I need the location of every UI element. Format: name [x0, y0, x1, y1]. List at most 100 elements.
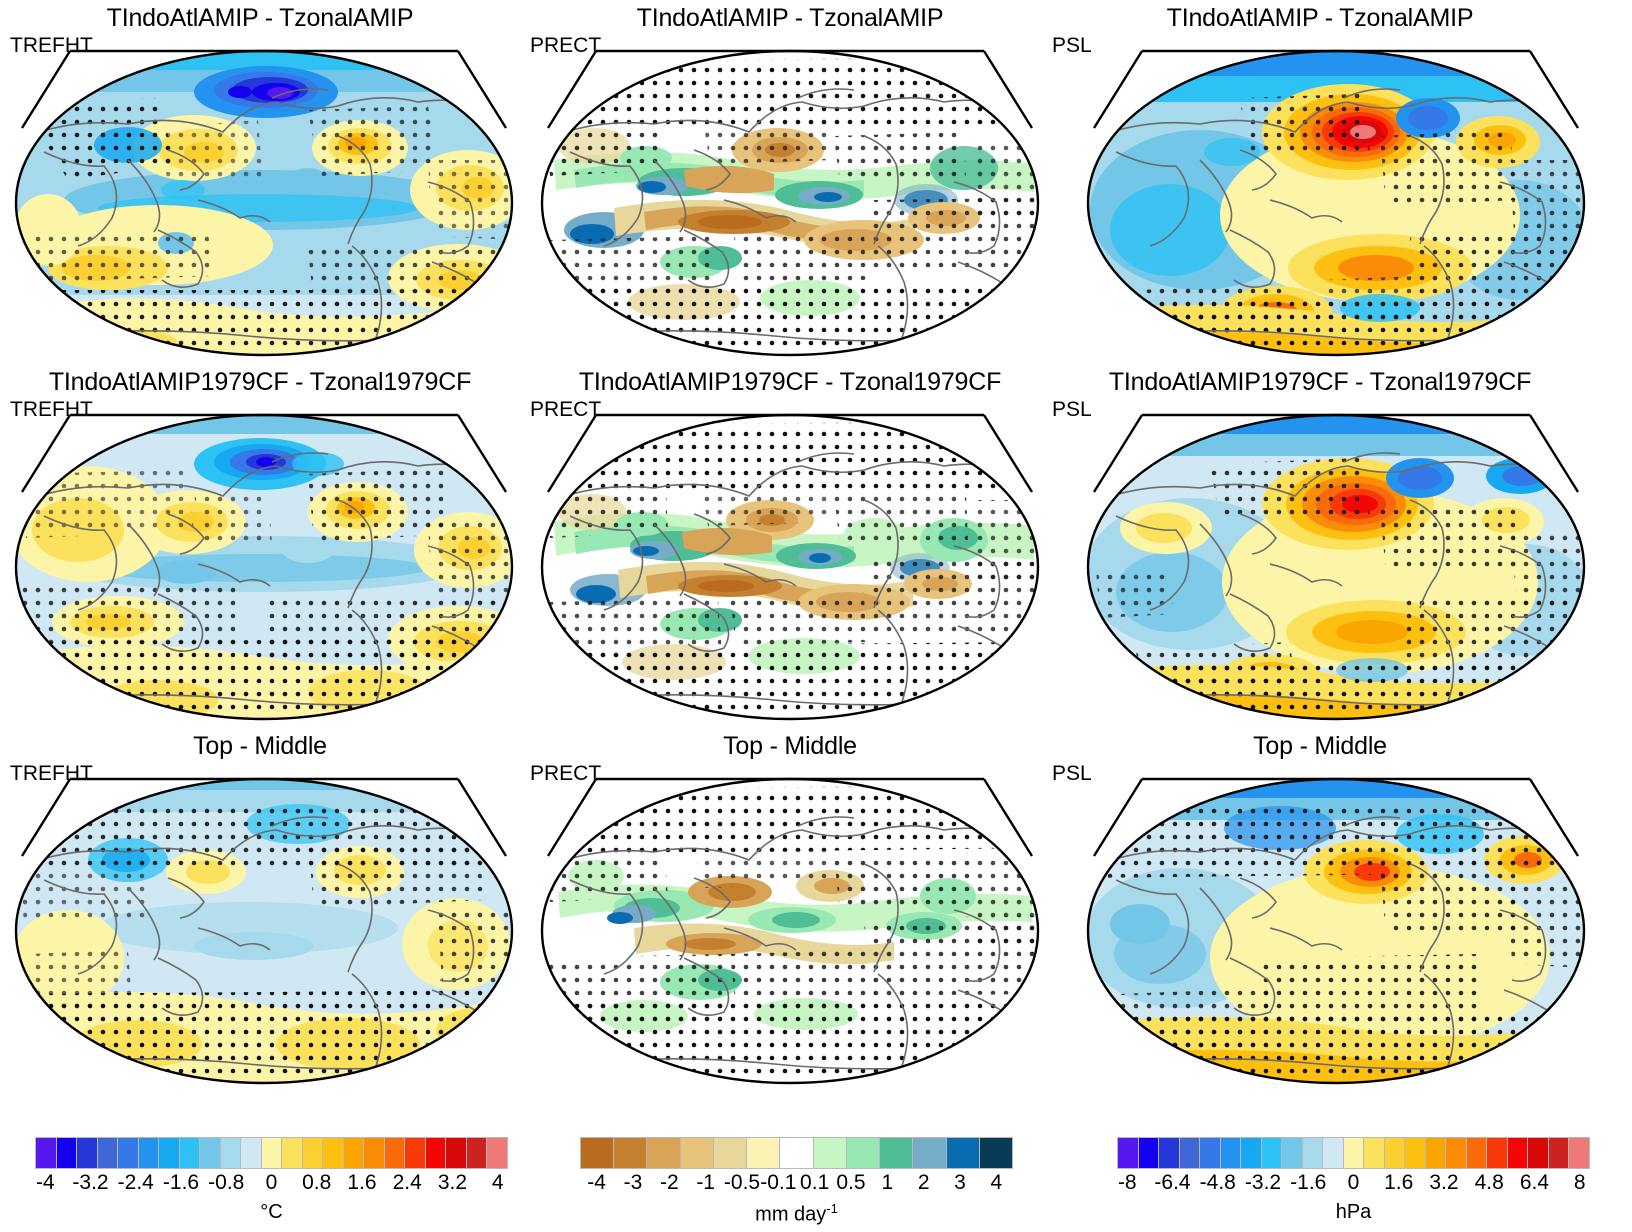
colorbar-tick-label: 1.6 — [1384, 1171, 1414, 1194]
colorbar-prect[interactable]: -4 -3 -2 -1 -0.5 -0.1 0.1 0.5 1 2 3 4 mm day-1 — [580, 1137, 1013, 1227]
colorbar-swatch — [946, 1138, 980, 1168]
map-svg-r1c3 — [1086, 49, 1586, 357]
colorbar-swatch — [343, 1138, 365, 1168]
colorbar-prect-unit: mm day-1 — [580, 1201, 1013, 1227]
colorbar-tick-label: 2 — [917, 1171, 930, 1194]
colorbar-swatch — [780, 1138, 814, 1168]
colorbar-swatch — [179, 1138, 201, 1168]
panel-r2c1: TIndoAtlAMIP1979CF - Tzonal1979CF TREFHT — [0, 368, 520, 728]
colorbar-swatch — [446, 1138, 467, 1168]
colorbar-tick-label: -3.2 — [1244, 1171, 1282, 1194]
colorbar-swatch — [1446, 1138, 1467, 1168]
map-svg-r2c3 — [1086, 413, 1586, 721]
colorbar-tick-label: 3.2 — [437, 1171, 468, 1194]
colorbar-prect-ticks: -4 -3 -2 -1 -0.5 -0.1 0.1 0.5 1 2 3 4 — [580, 1169, 1013, 1199]
colorbar-swatch — [1466, 1138, 1488, 1168]
colorbar-psl-strip[interactable] — [1117, 1137, 1590, 1169]
colorbar-tick-label: -6.4 — [1154, 1171, 1191, 1194]
colorbar-tick-label: 0.5 — [836, 1171, 866, 1194]
map-psl-amip[interactable] — [1080, 40, 1592, 360]
panel-title-r2c2: TIndoAtlAMIP1979CF - Tzonal1979CF — [578, 368, 1002, 396]
colorbar-swatch — [466, 1138, 488, 1168]
colorbar-swatch — [979, 1138, 1013, 1168]
var-label-r2c2: PRECT — [530, 398, 602, 421]
colorbar-tick-label: 0.1 — [800, 1171, 830, 1194]
map-prect-diff[interactable] — [534, 768, 1046, 1088]
colorbar-psl-ticks: -8 -6.4 -4.8 -3.2 -1.6 0 1.6 3.2 4.8 6.4 8 — [1117, 1169, 1590, 1199]
colorbar-swatch — [1425, 1138, 1447, 1168]
colorbar-tick-label: 4 — [990, 1171, 1003, 1194]
colorbar-trefht[interactable]: -4 -3.2 -2.4 -1.6 -0.8 0 0.8 1.6 2.4 3.2 4 °C — [35, 1137, 508, 1224]
colorbar-swatch — [880, 1138, 914, 1168]
colorbar-tick-label: 6.4 — [1519, 1171, 1550, 1194]
panel-title-r2c3: TIndoAtlAMIP1979CF - Tzonal1979CF — [1108, 368, 1532, 396]
colorbar-swatch — [1548, 1138, 1570, 1168]
colorbar-tick-label: 0 — [1347, 1171, 1360, 1194]
panel-r3c3: Top - Middle PSL — [1040, 732, 1632, 1092]
map-trefht-1979cf[interactable] — [8, 404, 520, 724]
colorbar-tick-label: -1.6 — [162, 1171, 200, 1194]
colorbar-swatch — [1384, 1138, 1406, 1168]
colorbar-swatch — [1364, 1138, 1385, 1168]
map-psl-1979cf[interactable] — [1080, 404, 1592, 724]
panel-r1c2: TIndoAtlAMIP - TzonalAMIP PRECT — [520, 4, 1060, 364]
colorbar-trefht-ticks: -4 -3.2 -2.4 -1.6 -0.8 0 0.8 1.6 2.4 3.2 4 — [35, 1169, 508, 1199]
colorbar-swatch — [1241, 1138, 1262, 1168]
colorbar-prect-unit-base: mm day — [755, 1203, 827, 1226]
map-svg-r2c2 — [540, 413, 1040, 721]
panel-r3c1: Top - Middle TREFHT — [0, 732, 520, 1092]
colorbar-tick-label: -4 — [587, 1171, 606, 1194]
colorbar-tick-label: 4.8 — [1474, 1171, 1504, 1194]
colorbar-tick-label: -4.8 — [1199, 1171, 1236, 1194]
colorbar-tick-label: 0.8 — [302, 1171, 332, 1194]
colorbar-swatch — [425, 1138, 447, 1168]
colorbar-swatch — [282, 1138, 303, 1168]
colorbar-swatch — [1569, 1138, 1589, 1168]
colorbar-swatch — [118, 1138, 139, 1168]
panel-title-r1c1: TIndoAtlAMIP - TzonalAMIP — [106, 4, 414, 32]
map-svg-r1c2 — [540, 49, 1040, 357]
map-prect-1979cf[interactable] — [534, 404, 1046, 724]
map-svg-r3c3 — [1086, 777, 1586, 1085]
colorbar-trefht-strip[interactable] — [35, 1137, 508, 1169]
colorbar-tick-label: 1.6 — [347, 1171, 377, 1194]
map-svg-r1c1 — [14, 49, 514, 357]
colorbar-swatch — [1487, 1138, 1508, 1168]
colorbar-swatch — [813, 1138, 847, 1168]
colorbar-swatch — [1343, 1138, 1365, 1168]
panel-r2c3: TIndoAtlAMIP1979CF - Tzonal1979CF PSL — [1040, 368, 1632, 728]
panel-title-r2c1: TIndoAtlAMIP1979CF - Tzonal1979CF — [48, 368, 472, 396]
colorbar-swatch — [1138, 1138, 1160, 1168]
colorbar-swatch — [713, 1138, 748, 1168]
panel-r3c2: Top - Middle PRECT — [520, 732, 1060, 1092]
colorbar-tick-label: 0 — [265, 1171, 278, 1194]
map-prect-amip[interactable] — [534, 40, 1046, 360]
map-psl-diff[interactable] — [1080, 768, 1592, 1088]
colorbar-trefht-unit: °C — [260, 1201, 283, 1223]
colorbar-swatch — [364, 1138, 385, 1168]
var-label-r2c3: PSL — [1052, 398, 1092, 421]
panel-title-r3c1: Top - Middle — [193, 732, 327, 760]
colorbar-swatch — [261, 1138, 283, 1168]
colorbar-swatch — [1302, 1138, 1324, 1168]
colorbar-tick-label: -2.4 — [117, 1171, 154, 1194]
colorbar-tick-label: -2 — [659, 1171, 679, 1194]
colorbar-prect-strip[interactable] — [580, 1137, 1013, 1169]
map-trefht-diff[interactable] — [8, 768, 520, 1088]
colorbar-tick-label: -8 — [1117, 1171, 1137, 1194]
colorbar-tick-label: -0.8 — [208, 1171, 245, 1194]
colorbar-tick-label: -1 — [696, 1171, 715, 1194]
colorbar-swatch — [1405, 1138, 1426, 1168]
colorbar-tick-label: -0.1 — [760, 1171, 797, 1194]
colorbar-swatch — [56, 1138, 78, 1168]
panel-r1c3: TIndoAtlAMIP - TzonalAMIP PSL — [1040, 4, 1632, 364]
panel-title-r1c3: TIndoAtlAMIP - TzonalAMIP — [1166, 4, 1474, 32]
map-trefht-amip[interactable] — [8, 40, 520, 360]
colorbar-swatch — [846, 1138, 881, 1168]
colorbar-swatch — [1179, 1138, 1201, 1168]
panel-r1c1: TIndoAtlAMIP - TzonalAMIP TREFHT — [0, 4, 520, 364]
colorbar-psl[interactable]: -8 -6.4 -4.8 -3.2 -1.6 0 1.6 3.2 4.8 6.4 8 hPa — [1117, 1137, 1590, 1224]
colorbar-tick-label: -0.5 — [723, 1171, 761, 1194]
colorbar-tick-label: -4 — [35, 1171, 55, 1194]
